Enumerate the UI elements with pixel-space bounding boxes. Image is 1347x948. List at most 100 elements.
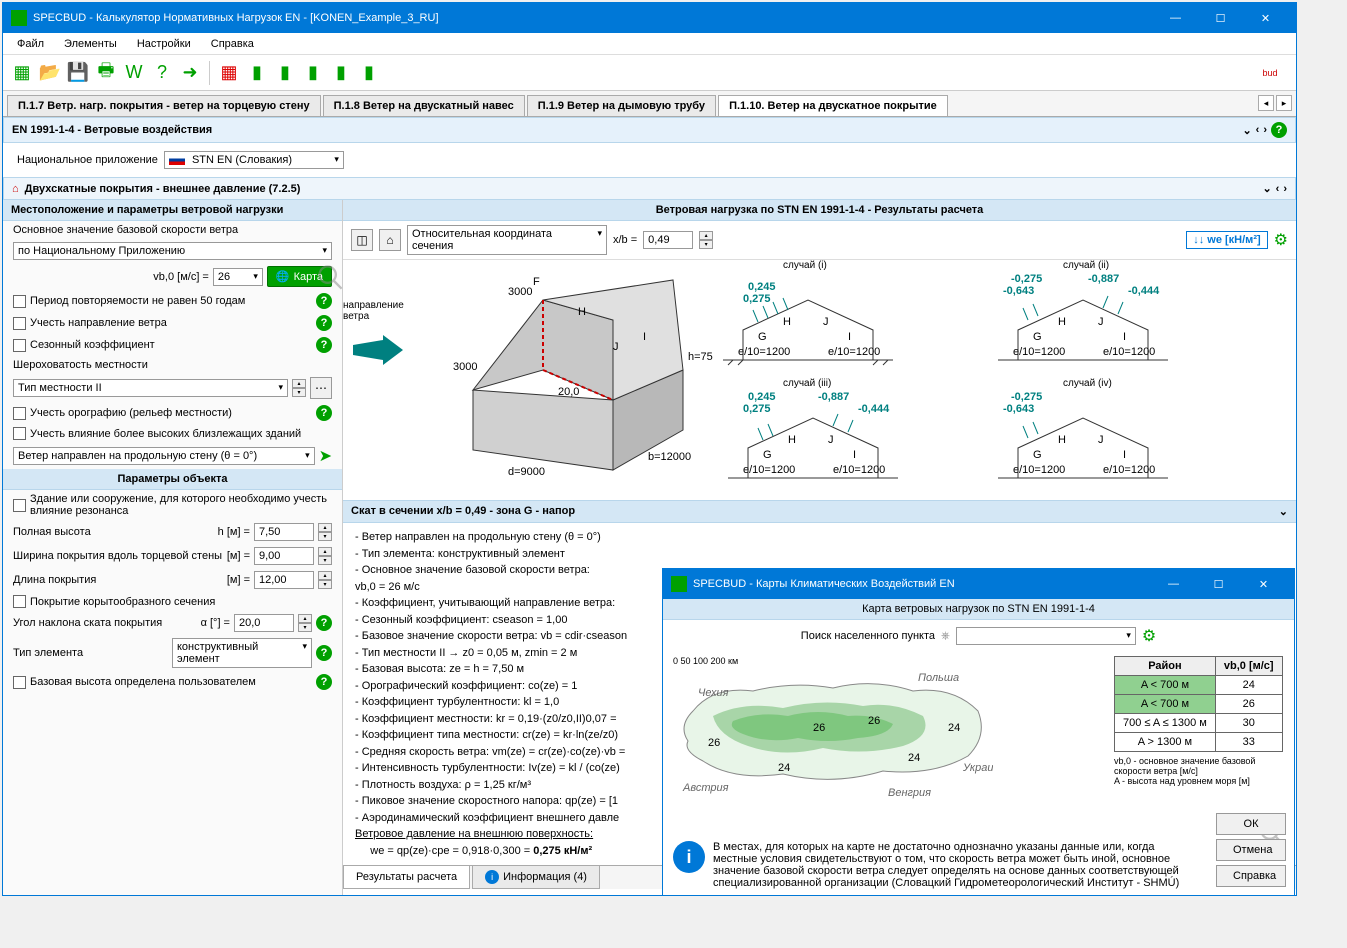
map-cancel-button[interactable]: Отмена (1216, 839, 1286, 861)
view3d-button[interactable]: ◫ (351, 229, 373, 251)
tab-info[interactable]: i Информация (4) (472, 866, 600, 889)
tab-next[interactable]: ▸ (1276, 95, 1292, 111)
terrain-more-button[interactable]: ⋯ (310, 377, 332, 399)
tab-prev[interactable]: ◂ (1258, 95, 1274, 111)
national-annex-dropdown[interactable]: STN EN (Словакия) (164, 151, 344, 169)
map-minimize-button[interactable]: — (1151, 569, 1196, 599)
chk-resonance[interactable] (13, 499, 26, 512)
map-close-button[interactable]: ✕ (1241, 569, 1286, 599)
view2d-button[interactable]: ⌂ (379, 229, 401, 251)
map-dialog-buttons-2: ОК Отмена Справка (1216, 813, 1286, 887)
h-input[interactable] (254, 523, 314, 541)
tab-p17[interactable]: П.1.7 Ветр. нагр. покрытия - ветер на то… (7, 95, 321, 116)
svg-text:20,0: 20,0 (558, 386, 579, 398)
chk7-help-icon[interactable]: ? (316, 674, 332, 690)
svg-text:I: I (848, 331, 851, 343)
svg-text:-0,275: -0,275 (1011, 391, 1042, 403)
menu-elements[interactable]: Элементы (54, 36, 127, 52)
national-annex-label: Национальное приложение (17, 154, 158, 166)
ec-prev[interactable]: ‹ (1256, 124, 1260, 136)
chk4-help-icon[interactable]: ? (316, 405, 332, 421)
sub-next[interactable]: › (1283, 183, 1287, 195)
map-search-dropdown[interactable] (956, 627, 1136, 645)
map-gear-icon[interactable]: ⚙ (1142, 626, 1156, 646)
map-th-vb0: vb,0 [м/с] (1215, 657, 1282, 676)
tab-p18[interactable]: П.1.8 Ветер на двускатный навес (323, 95, 525, 116)
wind-dir-dropdown[interactable]: Ветер направлен на продольную стену (θ =… (13, 447, 315, 465)
chk-tall-buildings[interactable] (13, 427, 26, 440)
vb0-dropdown[interactable]: 26 (213, 268, 263, 286)
map-r4c1[interactable]: A > 1300 м (1115, 733, 1216, 752)
coord-dropdown[interactable]: Относительная координата сечения (407, 225, 607, 255)
wind-dir-row: Ветер направлен на продольную стену (θ =… (3, 443, 342, 469)
map-r1c1[interactable]: A < 700 м (1115, 676, 1216, 695)
type-help-icon[interactable]: ? (316, 645, 332, 661)
sub-prev[interactable]: ‹ (1276, 183, 1280, 195)
help-button[interactable]: ? (149, 60, 175, 86)
map-maximize-button[interactable]: ☐ (1196, 569, 1241, 599)
a-input[interactable] (234, 614, 294, 632)
close-button[interactable]: ✕ (1243, 3, 1288, 33)
d-spinner[interactable]: ▴▾ (318, 571, 332, 589)
chk-period[interactable] (13, 295, 26, 308)
chk-direction[interactable] (13, 317, 26, 330)
tb-btn-d[interactable]: ▮ (328, 60, 354, 86)
new-button[interactable]: ▦ (9, 60, 35, 86)
calc-button[interactable]: ▦ (216, 60, 242, 86)
map-header: Карта ветровых нагрузок по STN EN 1991-1… (663, 599, 1294, 620)
chk1-label: Период повторяемости не равен 50 годам (30, 295, 312, 307)
d-input[interactable] (254, 571, 314, 589)
print-button[interactable]: 🖶 (93, 60, 119, 86)
chk-orography[interactable] (13, 407, 26, 420)
tb-btn-e[interactable]: ▮ (356, 60, 382, 86)
slovakia-map-svg[interactable]: Чехия Австрия Польша Украина Венгрия 26 … (673, 666, 993, 806)
ec-help-icon[interactable]: ? (1271, 122, 1287, 138)
tb-btn-b[interactable]: ▮ (272, 60, 298, 86)
settings-gear-icon[interactable]: ⚙ (1274, 230, 1288, 250)
chk-season[interactable] (13, 339, 26, 352)
vb0-row: vb,0 [м/с] = 26 🌐 Карта (3, 263, 342, 290)
word-button[interactable]: W (121, 60, 147, 86)
menu-file[interactable]: Файл (7, 36, 54, 52)
chk2-help-icon[interactable]: ? (316, 315, 332, 331)
tab-results[interactable]: Результаты расчета (343, 866, 470, 889)
base-speed-dropdown[interactable]: по Национальному Приложению (13, 242, 332, 260)
a-help-icon[interactable]: ? (316, 615, 332, 631)
map-app-icon (671, 576, 687, 592)
menu-help[interactable]: Справка (201, 36, 264, 52)
chk1-help-icon[interactable]: ? (316, 293, 332, 309)
tab-p110[interactable]: П.1.10. Ветер на двускатное покрытие (718, 95, 948, 116)
menu-settings[interactable]: Настройки (127, 36, 201, 52)
section-collapse-icon[interactable]: ⌄ (1279, 505, 1288, 518)
xb-input[interactable] (643, 231, 693, 249)
logo-button[interactable]: bud (1250, 60, 1290, 86)
tb-btn-a[interactable]: ▮ (244, 60, 270, 86)
type-dropdown[interactable]: конструктивный элемент (172, 638, 312, 668)
exit-button[interactable]: ➜ (177, 60, 203, 86)
terrain-dropdown[interactable]: Тип местности II (13, 379, 288, 397)
ec-next[interactable]: › (1263, 124, 1267, 136)
chk3-help-icon[interactable]: ? (316, 337, 332, 353)
save-button[interactable]: 💾 (65, 60, 91, 86)
maximize-button[interactable]: ☐ (1198, 3, 1243, 33)
map-help-button[interactable]: Справка (1216, 865, 1286, 887)
ec-dropdown-icon[interactable]: ⌄ (1242, 124, 1251, 137)
a-spinner[interactable]: ▴▾ (298, 614, 312, 632)
tab-p19[interactable]: П.1.9 Ветер на дымовую трубу (527, 95, 716, 116)
chk-base-height[interactable] (13, 676, 26, 689)
chk-trough[interactable] (13, 595, 26, 608)
tb-btn-c[interactable]: ▮ (300, 60, 326, 86)
svg-text:Польша: Польша (918, 672, 959, 684)
sub-dropdown-icon[interactable]: ⌄ (1262, 182, 1271, 195)
svg-text:-0,887: -0,887 (818, 391, 849, 403)
h-spinner[interactable]: ▴▾ (318, 523, 332, 541)
minimize-button[interactable]: — (1153, 3, 1198, 33)
b-input[interactable] (254, 547, 314, 565)
map-ok-button[interactable]: ОК (1216, 813, 1286, 835)
xb-spinner[interactable]: ▴▾ (699, 231, 713, 249)
b-spinner[interactable]: ▴▾ (318, 547, 332, 565)
map-r3c1[interactable]: 700 ≤ A ≤ 1300 м (1115, 714, 1216, 733)
map-r2c1[interactable]: A < 700 м (1115, 695, 1216, 714)
terrain-spinner[interactable]: ▴▾ (292, 379, 306, 397)
open-button[interactable]: 📂 (37, 60, 63, 86)
